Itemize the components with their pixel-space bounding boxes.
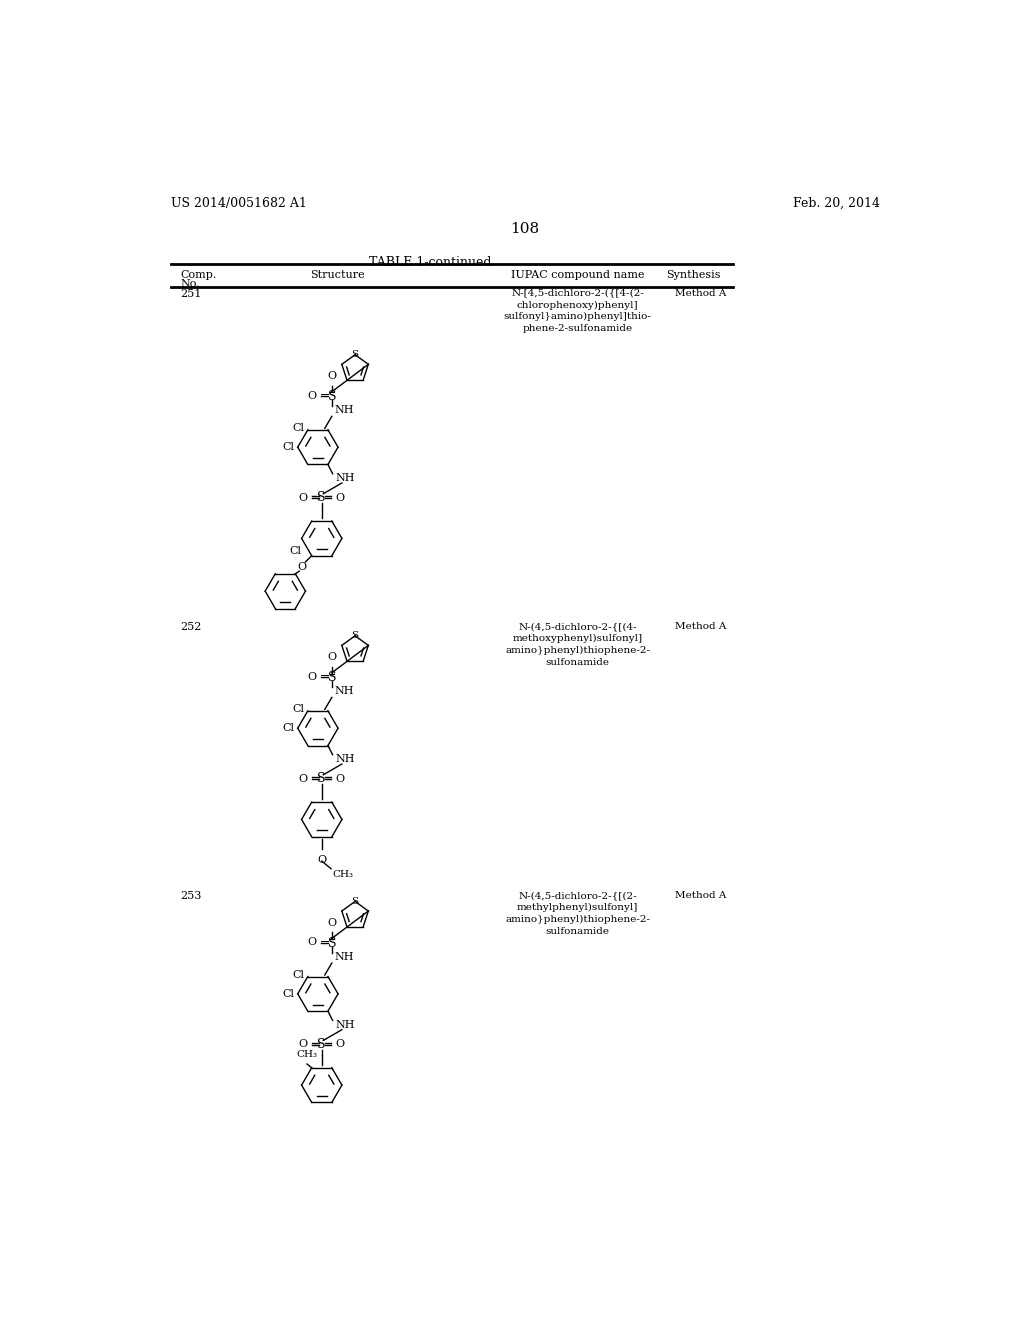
Text: O: O (317, 855, 327, 865)
Text: NH: NH (336, 474, 355, 483)
Text: NH: NH (334, 952, 353, 962)
Text: S: S (328, 671, 336, 684)
Text: N-(4,5-dichloro-2-{[(4-
methoxyphenyl)sulfonyl]
amino}phenyl)thiophene-2-
sulfon: N-(4,5-dichloro-2-{[(4- methoxyphenyl)su… (505, 622, 650, 667)
Text: S: S (351, 350, 358, 359)
Text: N-[4,5-dichloro-2-({[4-(2-
chlorophenoxy)phenyl]
sulfonyl}amino)phenyl]thio-
phe: N-[4,5-dichloro-2-({[4-(2- chlorophenoxy… (504, 289, 651, 333)
Text: S: S (351, 631, 358, 640)
Text: CH₃: CH₃ (333, 870, 353, 879)
Text: NH: NH (336, 755, 355, 764)
Text: Cl: Cl (283, 723, 295, 733)
Text: 252: 252 (180, 622, 202, 632)
Text: O: O (307, 672, 316, 681)
Text: S: S (351, 898, 358, 906)
Text: NH: NH (336, 1020, 355, 1030)
Text: S: S (328, 936, 336, 949)
Text: O: O (299, 492, 308, 503)
Text: Synthesis: Synthesis (667, 271, 721, 280)
Text: Cl: Cl (289, 545, 301, 556)
Text: S: S (317, 1038, 326, 1051)
Text: S: S (328, 389, 336, 403)
Text: 108: 108 (510, 222, 540, 236)
Text: NH: NH (334, 405, 353, 416)
Text: O: O (299, 774, 308, 784)
Text: Method A: Method A (675, 289, 726, 297)
Text: O: O (299, 1039, 308, 1049)
Text: Cl: Cl (293, 705, 305, 714)
Text: 251: 251 (180, 289, 202, 298)
Text: N-(4,5-dichloro-2-{[(2-
methylphenyl)sulfonyl]
amino}phenyl)thiophene-2-
sulfona: N-(4,5-dichloro-2-{[(2- methylphenyl)sul… (505, 891, 650, 936)
Text: O: O (298, 561, 307, 572)
Text: O: O (336, 774, 345, 784)
Text: TABLE 1-continued: TABLE 1-continued (369, 256, 492, 269)
Text: O: O (336, 1039, 345, 1049)
Text: Cl: Cl (293, 970, 305, 979)
Text: O: O (328, 652, 337, 663)
Text: 253: 253 (180, 891, 202, 902)
Text: S: S (317, 491, 326, 504)
Text: O: O (328, 371, 337, 381)
Text: O: O (328, 917, 337, 928)
Text: CH₃: CH₃ (297, 1051, 317, 1060)
Text: S: S (317, 772, 326, 785)
Text: Structure: Structure (310, 271, 365, 280)
Text: O: O (307, 391, 316, 400)
Text: O: O (336, 492, 345, 503)
Text: Feb. 20, 2014: Feb. 20, 2014 (793, 197, 880, 210)
Text: NH: NH (334, 686, 353, 696)
Text: Cl: Cl (283, 989, 295, 999)
Text: Cl: Cl (293, 424, 305, 433)
Text: No.: No. (180, 279, 201, 289)
Text: US 2014/0051682 A1: US 2014/0051682 A1 (171, 197, 306, 210)
Text: Method A: Method A (675, 622, 726, 631)
Text: IUPAC compound name: IUPAC compound name (511, 271, 644, 280)
Text: O: O (307, 937, 316, 948)
Text: Comp.: Comp. (180, 271, 217, 280)
Text: Cl: Cl (283, 442, 295, 453)
Text: Method A: Method A (675, 891, 726, 900)
